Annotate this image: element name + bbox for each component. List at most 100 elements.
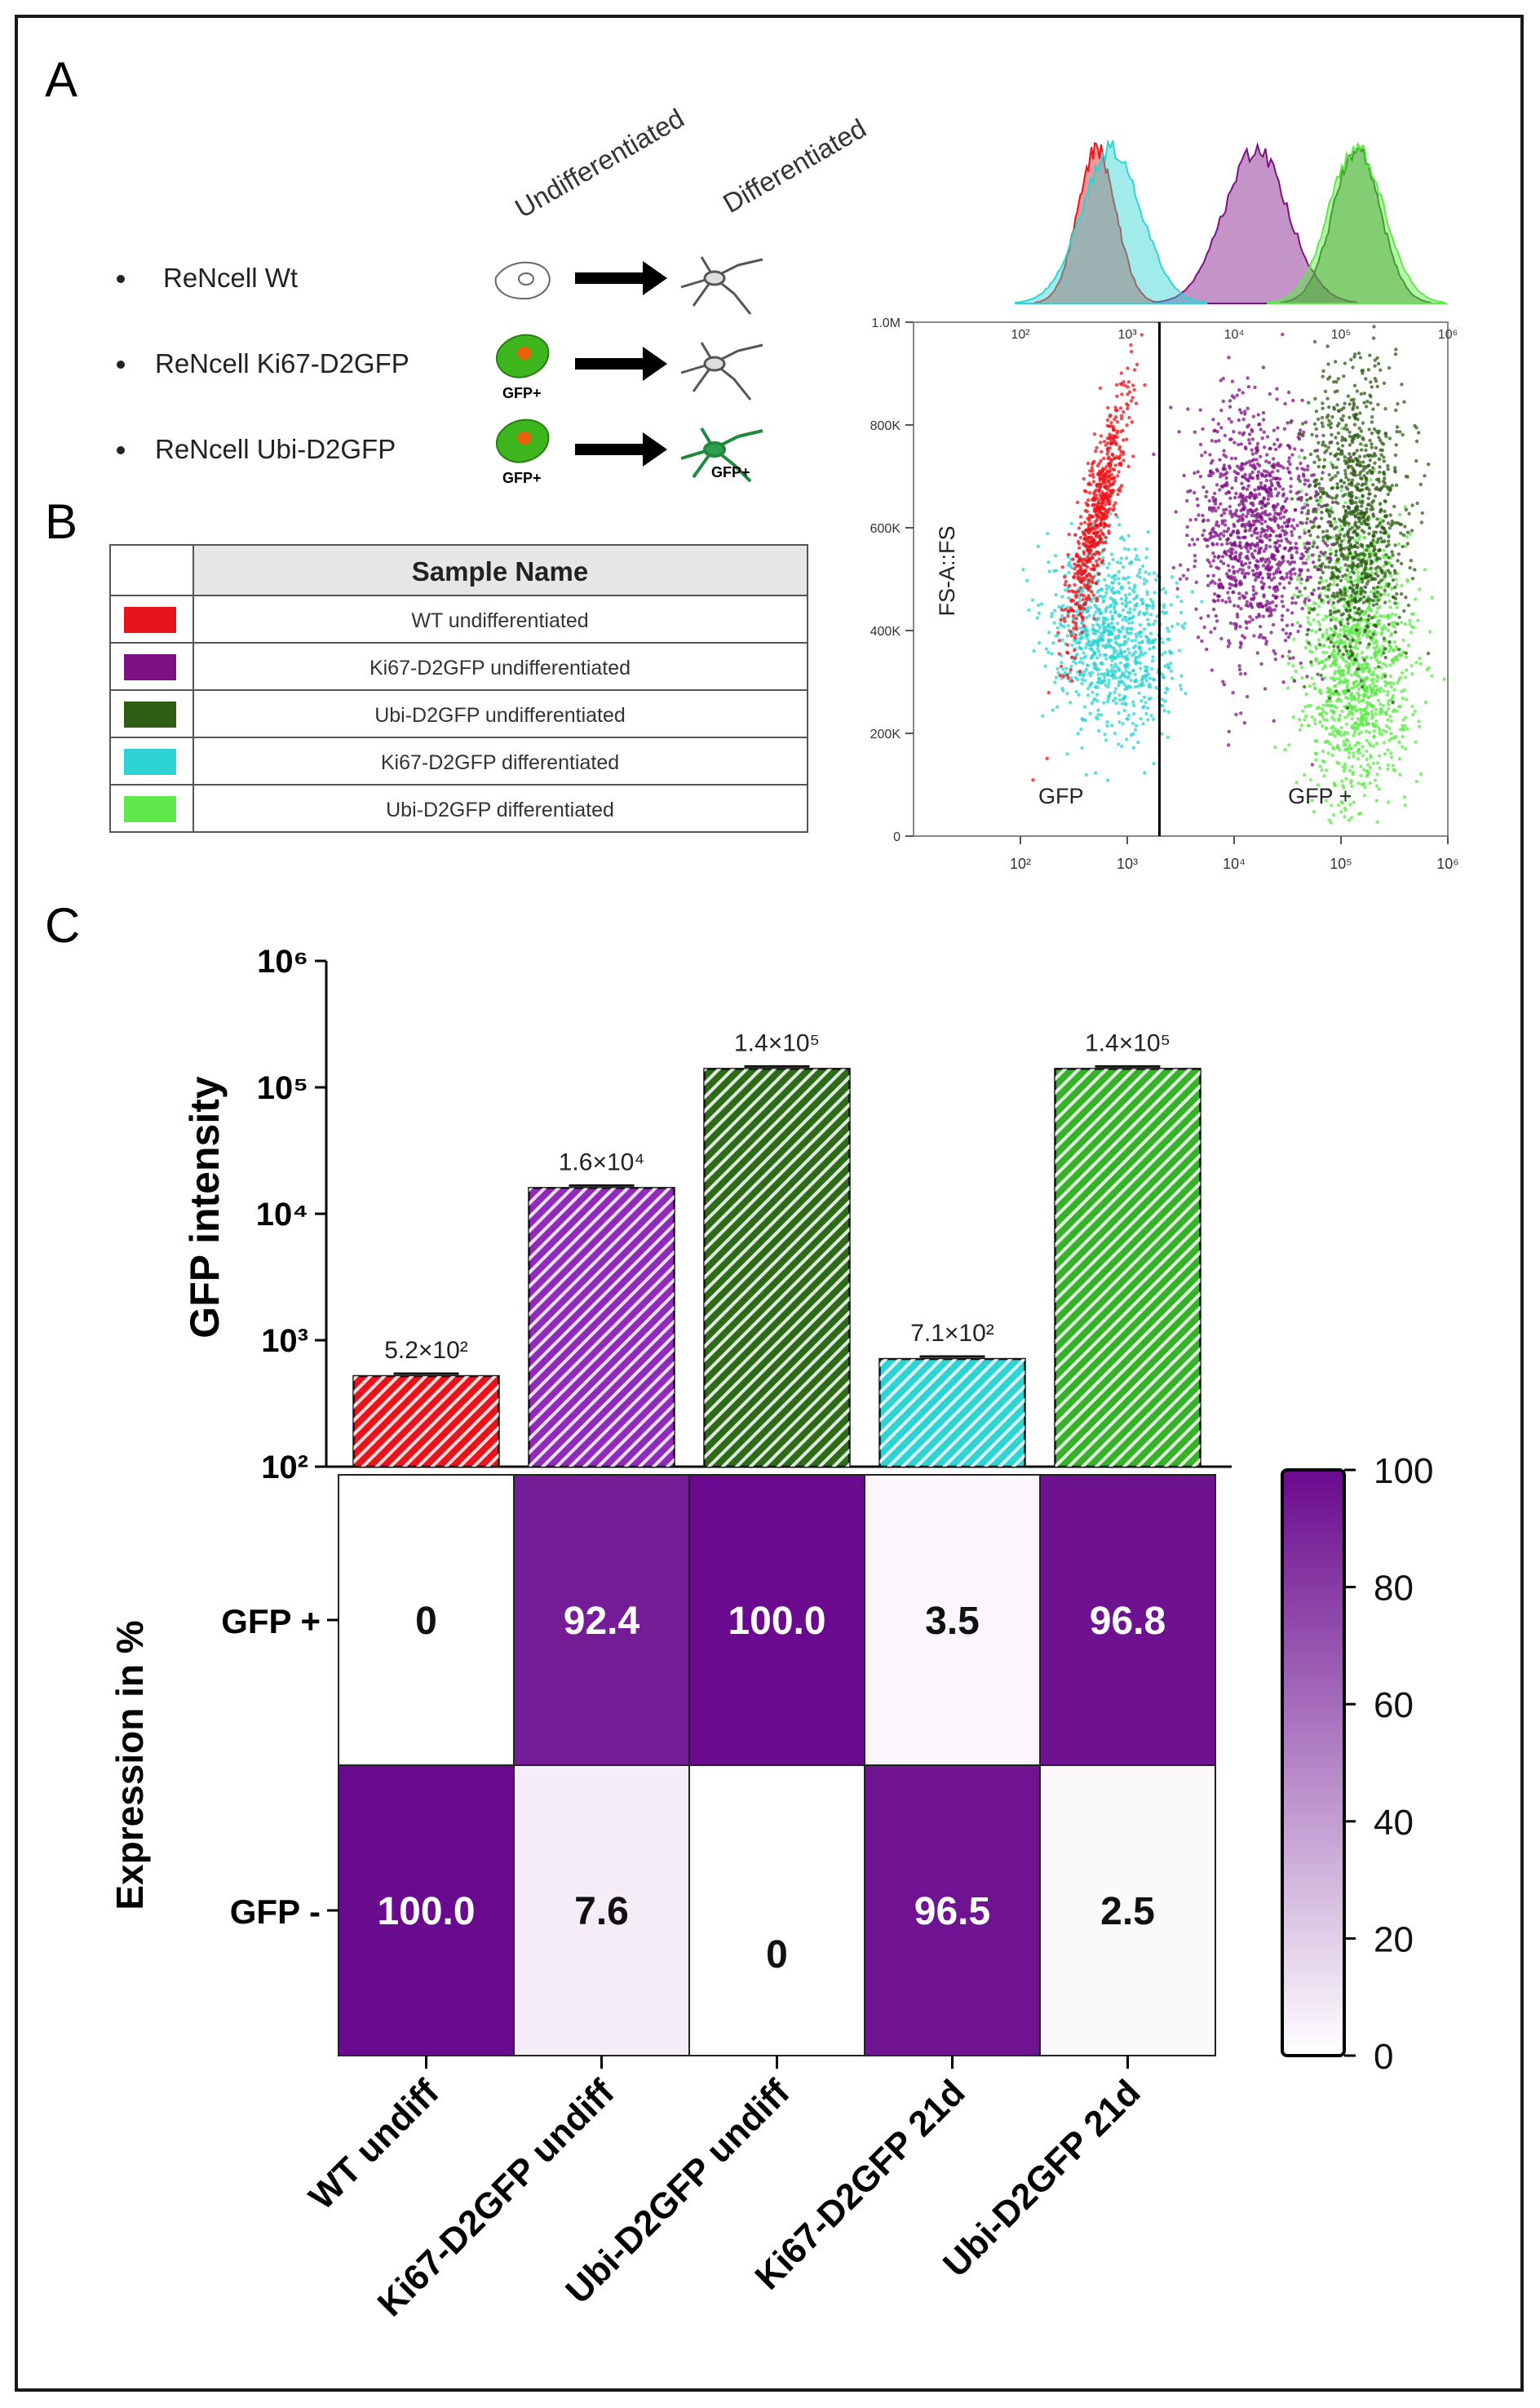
- scatter-point: [1374, 445, 1378, 450]
- scatter-point: [1237, 530, 1241, 535]
- scatter-point: [1315, 545, 1320, 550]
- scatter-point: [1117, 523, 1122, 527]
- scatter-point: [1333, 782, 1337, 787]
- scatter-point: [1387, 365, 1392, 370]
- scatter-point: [1372, 594, 1377, 599]
- scatter-point: [1370, 616, 1374, 620]
- scatter-point: [1099, 495, 1103, 499]
- scatter-point: [1320, 510, 1324, 515]
- scatter-point: [1308, 777, 1313, 782]
- scatter-point: [1308, 542, 1312, 546]
- scatter-point: [1227, 417, 1232, 421]
- scatter-point: [1396, 622, 1400, 626]
- scatter-point: [1274, 447, 1278, 452]
- scatter-point: [1380, 710, 1385, 714]
- scatter-point: [1198, 442, 1203, 447]
- scatter-point: [1104, 535, 1109, 540]
- scatter-point: [1127, 617, 1132, 622]
- scatter-point: [1047, 650, 1051, 655]
- scatter-point: [1359, 764, 1363, 768]
- scatter-point: [1131, 621, 1135, 625]
- scatter-point: [1098, 386, 1103, 390]
- scatter-point: [1367, 463, 1371, 467]
- scatter-point: [1399, 620, 1404, 625]
- scatter-point: [1394, 443, 1398, 447]
- scatter-point: [1348, 803, 1352, 807]
- scatter-point: [1210, 668, 1215, 672]
- scatter-point: [1142, 674, 1146, 678]
- scatter-point: [1142, 627, 1147, 631]
- scatter-point: [1254, 526, 1259, 530]
- scatter-point: [1088, 647, 1092, 651]
- scatter-point: [1130, 420, 1135, 424]
- scatter-point: [1356, 634, 1361, 638]
- scatter-point: [1224, 472, 1228, 476]
- scatter-point: [1273, 511, 1277, 516]
- scatter-point: [1372, 325, 1376, 329]
- scatter-point: [1120, 392, 1124, 396]
- scatter-point: [1086, 516, 1090, 520]
- scatter-point: [1274, 476, 1279, 480]
- scatter-point: [1055, 705, 1060, 709]
- panel-label-a: A: [45, 52, 77, 107]
- scatter-point: [1389, 755, 1394, 759]
- scatter-point: [1113, 479, 1117, 483]
- scatter-point: [1336, 746, 1340, 750]
- scatter-point: [1146, 530, 1150, 534]
- legend-color-swatch: [124, 702, 176, 728]
- scatter-point: [1233, 456, 1237, 461]
- scatter-point: [1339, 488, 1343, 493]
- scatter-point: [1232, 396, 1237, 400]
- scatter-point: [1246, 511, 1250, 516]
- scatter-point: [1247, 438, 1251, 442]
- scatter-point: [1260, 502, 1265, 507]
- scatter-point: [1321, 644, 1326, 648]
- scatter-point: [1387, 556, 1392, 560]
- scatter-point: [1100, 661, 1104, 666]
- scatter-point: [1067, 560, 1072, 565]
- scatter-point: [1142, 578, 1147, 582]
- scatter-point: [1132, 712, 1136, 716]
- scatter-point: [1269, 555, 1274, 559]
- scatter-point: [1127, 621, 1131, 626]
- scatter-point: [1126, 675, 1131, 679]
- scatter-point: [1202, 529, 1206, 533]
- scatter-point: [1263, 509, 1268, 514]
- scatter-point: [1239, 508, 1243, 513]
- scatter-point: [1060, 623, 1064, 628]
- scatter-point: [1339, 566, 1343, 570]
- scatter-point: [1075, 677, 1080, 682]
- scatter-point: [1142, 582, 1147, 586]
- scatter-point: [1113, 408, 1118, 413]
- scatter-point: [1234, 491, 1238, 496]
- scatter-point: [1368, 630, 1373, 634]
- scatter-point: [1178, 577, 1183, 581]
- scatter-point: [1308, 704, 1313, 708]
- scatter-point: [1334, 474, 1338, 478]
- scatter-point: [1327, 405, 1331, 409]
- scatter-point: [1078, 535, 1083, 540]
- scatter-point: [1344, 649, 1349, 653]
- scatter-point: [1420, 511, 1425, 516]
- scatter-point: [1084, 616, 1089, 620]
- scatter-point: [1290, 453, 1294, 457]
- scatter-point: [1116, 492, 1120, 497]
- scatter-point: [1335, 482, 1339, 486]
- scatter-point: [1393, 596, 1398, 600]
- scatter-point: [1343, 680, 1347, 684]
- scatter-point: [1246, 376, 1250, 380]
- scatter-point: [1370, 691, 1374, 695]
- scatter-point: [1327, 560, 1332, 564]
- scatter-point: [1206, 614, 1210, 618]
- scatter-point: [1361, 577, 1365, 581]
- scatter-point: [1366, 771, 1370, 775]
- scatter-point: [1312, 339, 1317, 344]
- scatter-point: [1299, 724, 1304, 728]
- scatter-point: [1339, 733, 1343, 737]
- scatter-point: [1396, 542, 1401, 547]
- scatter-point: [1200, 639, 1204, 644]
- scatter-point: [1363, 567, 1367, 571]
- scatter-point: [1263, 487, 1268, 491]
- scatter-point: [1090, 578, 1094, 582]
- scatter-point: [1280, 594, 1285, 599]
